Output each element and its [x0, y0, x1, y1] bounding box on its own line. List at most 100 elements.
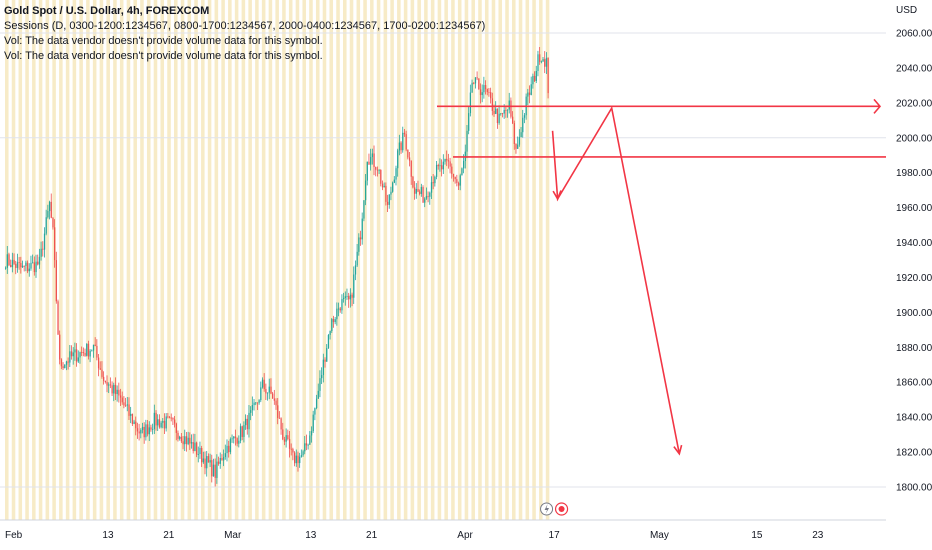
session-stripe	[106, 0, 110, 520]
candle-body	[317, 390, 319, 399]
candle-body	[255, 402, 257, 404]
candle-body	[348, 296, 350, 300]
candle-body	[395, 168, 397, 180]
candle-body	[64, 364, 66, 369]
candle-body	[47, 211, 49, 218]
price-tick-label: 1800.00	[896, 483, 932, 494]
candle-body	[459, 175, 461, 186]
candle-body	[57, 301, 59, 335]
candle-body	[390, 191, 392, 195]
candle-body	[356, 251, 358, 266]
candle-body	[375, 167, 377, 170]
candle-body	[315, 398, 318, 409]
event-icons[interactable]	[540, 502, 569, 516]
candle-body	[140, 429, 142, 434]
candle-body	[69, 351, 71, 363]
price-axis[interactable]: 1800.00 1820.00 1840.00 1860.00 1880.00 1900.…	[896, 29, 932, 494]
time-axis[interactable]: Feb 13 21 Mar 13 21 Apr 17 May 15 23	[5, 530, 824, 541]
candle-body	[5, 267, 7, 269]
candle-body	[111, 385, 113, 394]
candle-body	[82, 352, 85, 354]
session-stripe	[532, 0, 536, 520]
candle-body	[539, 54, 541, 62]
candle-body	[280, 418, 282, 430]
candle-body	[493, 110, 495, 114]
candle-body	[18, 262, 20, 263]
candle-body	[370, 157, 372, 165]
candle-body	[172, 418, 174, 420]
candle-body	[233, 436, 235, 439]
candle-body	[500, 113, 502, 115]
candle-body	[407, 149, 409, 158]
candle-body	[244, 418, 247, 426]
candle-body	[52, 217, 54, 228]
time-tick-label: Feb	[5, 530, 23, 541]
candle-body	[466, 130, 468, 152]
candle-body	[43, 233, 46, 250]
session-stripe	[113, 0, 117, 520]
candle-body	[54, 227, 56, 261]
candle-body	[518, 137, 521, 145]
price-tick-label: 2000.00	[896, 133, 932, 144]
candle-body	[300, 455, 303, 457]
session-stripe	[86, 0, 90, 520]
session-stripe	[59, 0, 63, 520]
candle-body	[106, 382, 108, 386]
candle-body	[179, 436, 181, 439]
candle-body	[152, 429, 154, 430]
session-stripe	[126, 0, 131, 520]
candle-body	[353, 274, 355, 298]
candle-body	[305, 443, 308, 446]
price-tick-label: 2040.00	[896, 63, 932, 74]
candle-body	[238, 440, 240, 444]
candle-body	[437, 164, 439, 167]
candle-body	[23, 265, 25, 267]
candle-body	[263, 379, 265, 390]
candle-body	[113, 384, 115, 394]
candle-body	[334, 319, 336, 323]
session-stripe	[119, 0, 124, 520]
candle-body	[128, 404, 130, 416]
candles	[5, 46, 549, 487]
candle-body	[530, 84, 532, 95]
candle-body	[153, 412, 156, 430]
candle-body	[386, 201, 389, 205]
session-stripe	[444, 0, 448, 520]
candle-body	[383, 185, 385, 188]
candle-body	[513, 123, 515, 144]
candle-body	[202, 458, 205, 463]
candle-body	[506, 109, 509, 111]
candle-body	[277, 405, 279, 419]
candle-body	[400, 142, 402, 151]
session-stripe	[397, 0, 401, 520]
trend-drawings[interactable]	[437, 98, 886, 456]
session-stripe	[255, 0, 259, 520]
candle-body	[175, 423, 177, 433]
candle-body	[468, 113, 470, 131]
price-tick-label: 1860.00	[896, 378, 932, 389]
candle-body	[109, 384, 112, 386]
candle-body	[290, 448, 292, 450]
candle-body	[84, 352, 86, 356]
candle-body	[454, 176, 456, 180]
session-stripe	[410, 0, 415, 520]
session-stripe	[512, 0, 516, 520]
candle-body	[103, 376, 105, 381]
candle-body	[478, 78, 480, 90]
candle-body	[74, 349, 76, 353]
candle-body	[8, 254, 10, 266]
session-stripe	[99, 0, 104, 520]
candle-body	[104, 380, 107, 383]
candle-body	[133, 421, 135, 424]
candle-body	[195, 442, 198, 455]
candle-body	[479, 89, 482, 96]
session-stripe	[539, 0, 543, 520]
session-stripe	[248, 0, 252, 520]
session-stripe	[133, 0, 137, 520]
price-tick-label: 1840.00	[896, 413, 932, 424]
candle-body	[288, 439, 291, 449]
candle-body	[282, 429, 284, 440]
candle-body	[329, 331, 331, 336]
candle-body	[70, 351, 73, 357]
